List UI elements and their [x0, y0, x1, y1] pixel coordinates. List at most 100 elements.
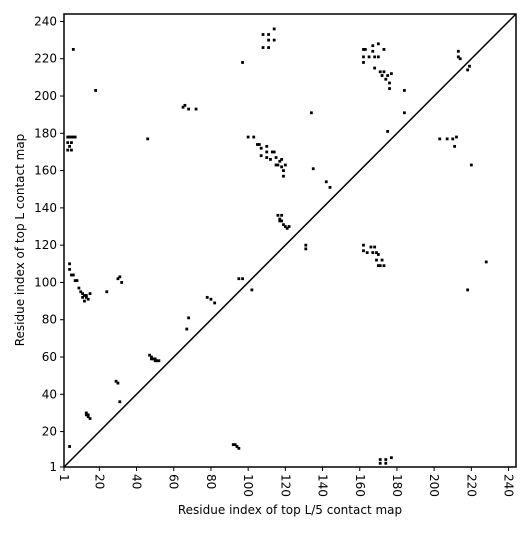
y-tick-label: 60 — [42, 350, 57, 364]
contact-point — [246, 135, 250, 139]
contact-point — [265, 144, 269, 148]
contact-point — [389, 72, 393, 76]
contact-point — [382, 264, 386, 268]
contact-point — [187, 107, 191, 111]
contact-point — [386, 74, 390, 77]
contact-point — [380, 258, 384, 262]
contact-point — [458, 57, 462, 61]
contact-point — [402, 111, 406, 115]
x-tick-label: 220 — [464, 474, 478, 497]
contact-point — [276, 163, 280, 167]
contact-point — [151, 357, 155, 361]
contact-point — [68, 144, 71, 148]
contact-point — [451, 137, 455, 141]
contact-point — [84, 411, 88, 415]
contact-point — [371, 44, 375, 48]
contact-point — [267, 46, 271, 49]
contact-point — [73, 135, 77, 139]
contact-point — [118, 275, 122, 279]
contact-point — [402, 89, 406, 92]
x-tick-label: 40 — [130, 474, 144, 489]
contact-point — [274, 163, 278, 167]
contact-point — [233, 443, 237, 447]
contact-point — [466, 68, 470, 72]
contact-point — [209, 297, 213, 301]
contact-point — [272, 27, 276, 31]
contact-point — [362, 249, 365, 253]
contact-point — [456, 49, 460, 53]
y-tick-label: 40 — [42, 387, 57, 401]
contact-point — [267, 38, 271, 42]
x-tick-label: 60 — [167, 474, 181, 489]
contact-point — [376, 253, 380, 256]
x-tick-label: 200 — [427, 474, 441, 497]
contact-point — [386, 130, 390, 133]
x-tick-label: 180 — [390, 474, 404, 497]
contact-point — [88, 292, 92, 296]
contact-point — [241, 61, 244, 64]
contact-point — [367, 55, 371, 59]
contact-point — [231, 443, 235, 447]
contact-point — [283, 225, 287, 228]
contact-point — [86, 297, 90, 301]
contact-point — [68, 445, 71, 448]
contact-point — [66, 141, 70, 145]
contact-point — [276, 213, 280, 217]
x-tick-label: 140 — [316, 474, 330, 497]
contact-point — [146, 137, 150, 141]
contact-point — [73, 279, 77, 282]
contact-point — [153, 357, 157, 361]
contact-point — [267, 33, 271, 36]
contact-point — [283, 163, 287, 167]
contact-point — [384, 461, 388, 465]
contact-point — [66, 135, 70, 139]
contact-point — [453, 144, 457, 148]
contact-point — [213, 301, 217, 305]
y-tick-label: 20 — [42, 425, 57, 439]
contact-point — [66, 148, 70, 152]
contact-point — [81, 292, 85, 296]
y-tick-label: 240 — [34, 14, 57, 28]
y-tick-label: 160 — [34, 164, 57, 178]
contact-point — [282, 174, 285, 178]
contact-point — [70, 141, 73, 145]
contact-point — [376, 264, 380, 268]
contact-point — [194, 107, 198, 111]
y-tick-label: 180 — [34, 126, 57, 140]
contact-point — [278, 159, 282, 163]
contact-point — [304, 243, 308, 247]
contact-point — [70, 135, 73, 139]
contact-point — [261, 33, 265, 36]
contact-point — [278, 219, 282, 223]
y-axis-label: Residue index of top L contact map — [13, 134, 27, 347]
contact-point — [181, 105, 185, 109]
contact-point — [324, 180, 328, 184]
contact-point — [389, 456, 393, 460]
contact-point — [384, 77, 388, 81]
contact-point — [185, 327, 189, 331]
contact-point — [380, 74, 384, 77]
contact-point — [363, 48, 367, 51]
contact-point — [187, 316, 191, 320]
contact-point — [150, 357, 153, 361]
contact-point — [75, 279, 79, 282]
contact-point — [270, 150, 274, 154]
contact-point — [153, 359, 157, 363]
contact-point — [280, 165, 284, 169]
contact-point — [157, 359, 161, 363]
x-tick-label: 1 — [57, 474, 71, 482]
contact-point — [86, 413, 90, 417]
contact-point — [269, 158, 272, 161]
contact-point — [285, 226, 289, 230]
contact-point — [71, 273, 75, 277]
y-tick-label: 140 — [34, 201, 57, 215]
contact-point — [256, 143, 259, 146]
contact-point — [84, 295, 88, 299]
contact-point — [265, 156, 269, 159]
contact-point — [205, 295, 209, 299]
contact-point — [362, 61, 365, 64]
contact-point — [155, 359, 159, 363]
contact-point — [272, 150, 276, 154]
contact-point — [376, 55, 380, 59]
contact-point — [81, 295, 85, 299]
